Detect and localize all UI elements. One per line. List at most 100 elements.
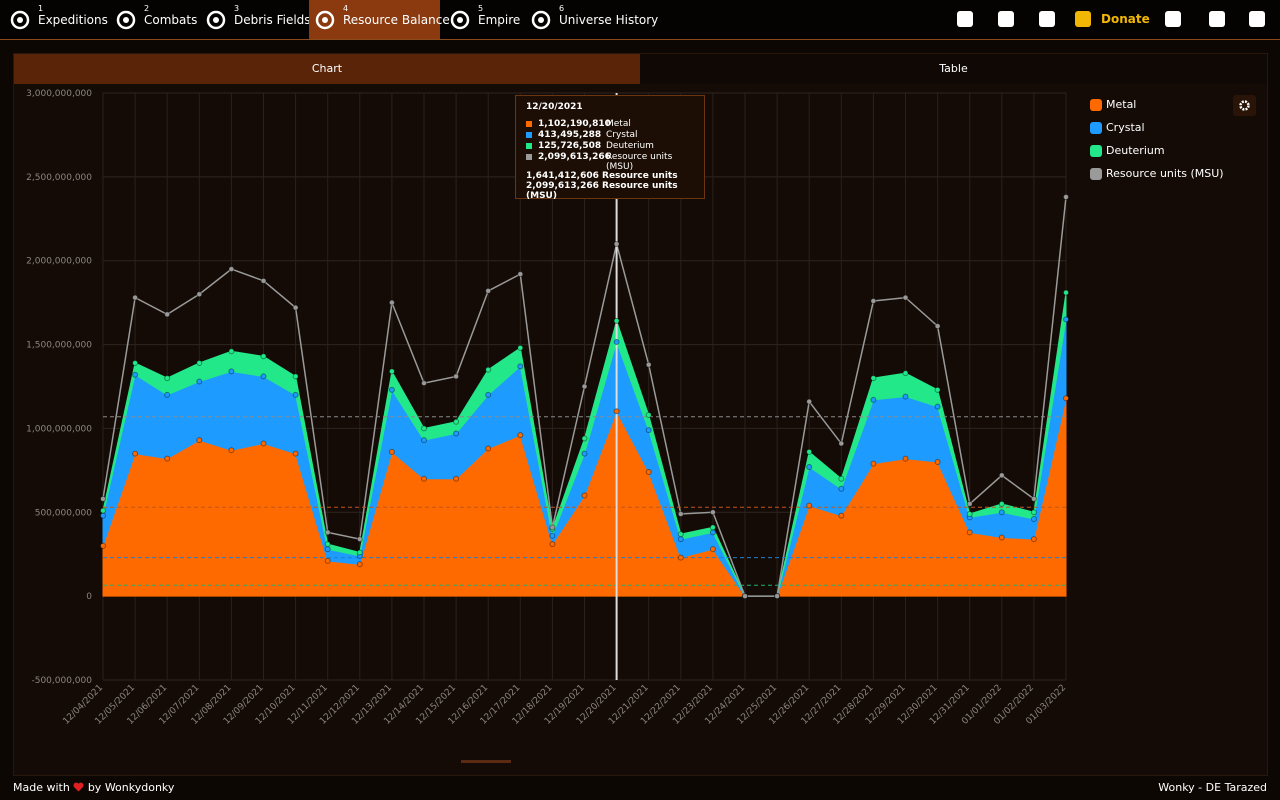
- footer-right: Wonky - DE Tarazed: [1158, 781, 1267, 794]
- tooltip-label: Metal: [606, 119, 631, 129]
- point: [388, 299, 395, 306]
- tooltip-row: 2,099,613,266 Resource units (MSU): [526, 152, 694, 172]
- nav-tool-icon[interactable]: [1072, 8, 1094, 30]
- point: [453, 430, 460, 437]
- scroll-handle[interactable]: [461, 760, 511, 763]
- point: [1063, 193, 1069, 200]
- point: [453, 475, 460, 482]
- footer-text: Wonky - DE Tarazed: [1158, 781, 1267, 794]
- point: [806, 502, 813, 509]
- point: [549, 532, 556, 539]
- point: [645, 412, 652, 419]
- point: [292, 450, 299, 457]
- point: [934, 386, 941, 393]
- nav-tool-icon[interactable]: [1246, 8, 1268, 30]
- nav-number: 2: [144, 4, 150, 13]
- point: [356, 536, 363, 543]
- point: [421, 437, 427, 444]
- donate-label[interactable]: Donate: [1101, 12, 1150, 26]
- point: [324, 529, 331, 536]
- point: [388, 368, 395, 375]
- point: [613, 338, 620, 345]
- point: [421, 380, 427, 387]
- point: [517, 432, 524, 439]
- nav-item[interactable]: 1 Expeditions: [4, 0, 108, 39]
- icon-shape: [1209, 11, 1225, 27]
- legend-swatch: [1090, 168, 1102, 180]
- point: [806, 464, 813, 471]
- icon-shape: [998, 11, 1014, 27]
- icon-shape: [531, 10, 551, 30]
- icon-shape: [1165, 11, 1181, 27]
- point: [485, 391, 492, 398]
- y-tick-label: 2,000,000,000: [26, 257, 92, 267]
- point: [613, 317, 620, 324]
- y-tick-label: -500,000,000: [31, 676, 92, 686]
- point: [709, 546, 716, 553]
- tooltip-value: 1,102,190,810: [538, 119, 611, 129]
- point: [421, 475, 427, 482]
- nav-label: Resource Balance: [343, 13, 450, 27]
- point: [774, 593, 781, 600]
- point: [196, 378, 203, 385]
- nav-label: Empire: [478, 13, 521, 27]
- point: [1030, 509, 1037, 516]
- icon-shape: [315, 10, 335, 30]
- point: [645, 361, 652, 368]
- icon-shape: [457, 17, 463, 23]
- nav-item[interactable]: 5 Empire: [444, 0, 521, 39]
- point: [870, 460, 877, 467]
- nav-tool-icon[interactable]: [1036, 8, 1058, 30]
- point: [677, 510, 684, 517]
- point: [838, 440, 845, 447]
- nav-item[interactable]: 2 Combats: [110, 0, 197, 39]
- y-tick-label: 0: [86, 592, 92, 602]
- point: [709, 509, 716, 516]
- legend-swatch: [1090, 122, 1102, 134]
- nav-icon: [531, 10, 551, 30]
- legend-label: Crystal: [1106, 121, 1145, 134]
- nav-tool-icon[interactable]: [995, 8, 1017, 30]
- legend-label: Metal: [1106, 98, 1137, 111]
- point: [838, 512, 845, 519]
- point: [260, 277, 267, 284]
- point: [966, 500, 973, 507]
- point: [677, 531, 684, 538]
- nav-item[interactable]: 6 Universe History: [525, 0, 658, 39]
- nav-tool-icon[interactable]: [1206, 8, 1228, 30]
- point: [164, 455, 171, 462]
- nav-number: 3: [234, 4, 240, 13]
- point: [998, 500, 1005, 507]
- point: [677, 536, 684, 543]
- point: [292, 391, 299, 398]
- chart-settings-button[interactable]: [1233, 95, 1256, 116]
- nav-icon: [315, 10, 335, 30]
- tooltip-value: 2,099,613,266: [538, 152, 611, 162]
- point: [132, 294, 139, 301]
- tooltip-total: 1,641,412,606 Resource units: [526, 171, 678, 181]
- tooltip-value: 413,495,288: [538, 130, 602, 140]
- tab-label: Chart: [311, 62, 343, 75]
- point: [709, 524, 716, 531]
- nav-item[interactable]: 4 Resource Balance: [309, 0, 450, 39]
- point: [228, 348, 235, 355]
- point: [902, 370, 909, 377]
- nav-tool-icon[interactable]: [1162, 8, 1184, 30]
- point: [356, 561, 363, 568]
- nav-item[interactable]: 3 Debris Fields: [200, 0, 311, 39]
- tab-table[interactable]: Table: [640, 54, 1267, 84]
- point: [260, 353, 267, 360]
- icon-shape: [213, 17, 219, 23]
- tooltip-row: 1,102,190,810 Metal: [526, 119, 694, 130]
- nav-number: 6: [559, 4, 565, 13]
- point: [453, 418, 460, 425]
- nav-tool-icon[interactable]: [954, 8, 976, 30]
- point: [196, 360, 203, 367]
- tab-chart[interactable]: Chart: [14, 54, 640, 84]
- tooltip-row: 413,495,288 Crystal: [526, 130, 694, 141]
- icon-shape: [538, 17, 544, 23]
- point: [228, 266, 235, 273]
- tooltip-swatch: [526, 132, 532, 138]
- point: [517, 344, 524, 351]
